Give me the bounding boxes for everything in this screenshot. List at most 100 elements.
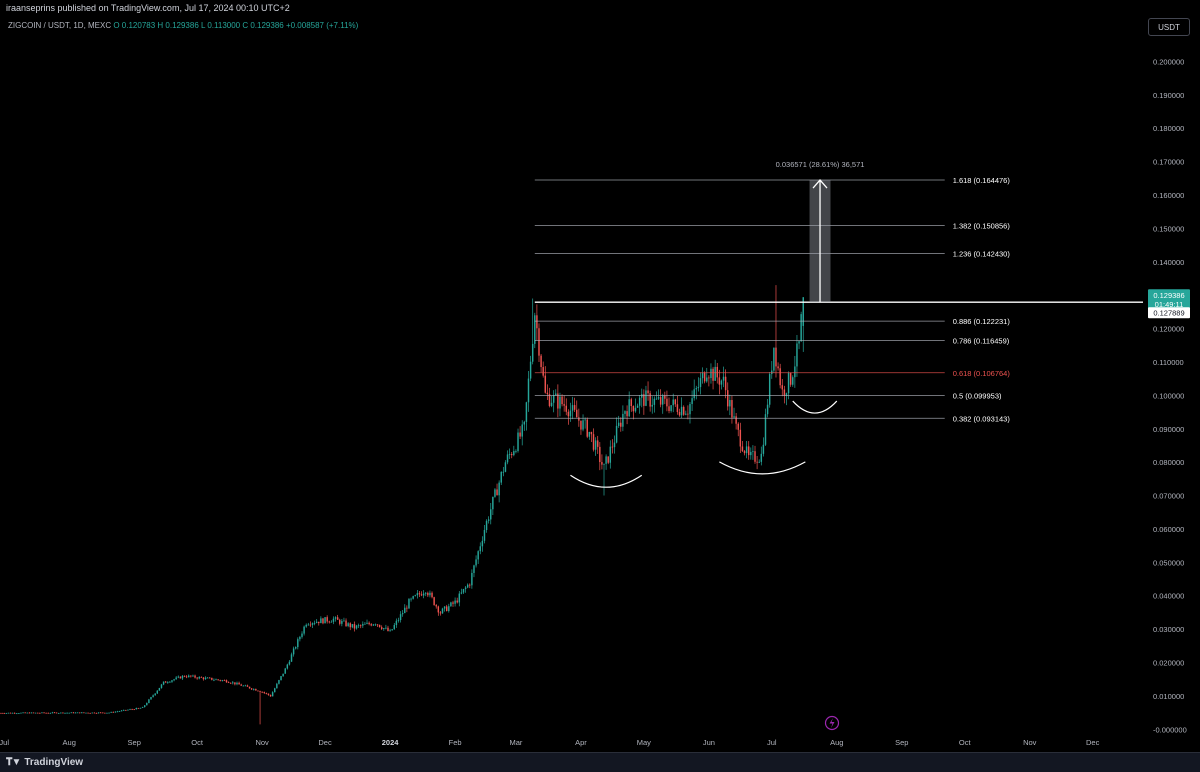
candle <box>13 712 16 714</box>
candle-body <box>573 405 576 410</box>
candle-body <box>416 593 419 596</box>
candle-body <box>506 454 509 463</box>
candle <box>378 624 381 628</box>
candle-body <box>16 713 18 715</box>
candle <box>286 663 289 670</box>
candle-body <box>408 599 410 609</box>
candle <box>712 366 714 390</box>
candle-body <box>603 463 605 465</box>
candle <box>798 340 800 350</box>
candle-body <box>229 682 232 684</box>
candle <box>624 410 626 418</box>
candle-body <box>244 685 247 687</box>
candle <box>49 712 52 714</box>
tradingview-logo[interactable]: 𝐓▼ TradingView <box>6 757 83 768</box>
candle-body <box>760 453 763 462</box>
candle <box>359 624 362 629</box>
candle-body <box>123 709 125 711</box>
x-tick-label: Jul <box>767 738 777 747</box>
candle <box>521 420 523 446</box>
candle <box>353 621 356 632</box>
candle-body <box>534 315 536 344</box>
candle-body <box>708 377 710 379</box>
candle <box>510 451 513 459</box>
candle-body <box>477 551 479 560</box>
candle <box>278 679 280 685</box>
y-tick-label: 0.160000 <box>1153 191 1184 200</box>
candle <box>389 628 391 632</box>
y-tick-label: 0.090000 <box>1153 425 1184 434</box>
candle <box>802 297 804 352</box>
fib-label: 0.618 (0.106764) <box>953 369 1011 378</box>
candle-body <box>127 709 129 711</box>
currency-button[interactable]: USDT <box>1148 18 1190 36</box>
y-tick-label: 0.070000 <box>1153 492 1184 501</box>
candle <box>242 685 245 687</box>
candle <box>710 363 712 384</box>
candle-body <box>242 685 245 687</box>
candle-body <box>169 681 171 683</box>
candle <box>431 591 433 599</box>
candle <box>492 496 494 515</box>
candle <box>773 347 775 373</box>
candle <box>139 707 142 709</box>
candle <box>716 362 718 384</box>
candle <box>284 667 286 674</box>
candle <box>213 678 215 682</box>
candle-body <box>141 707 144 708</box>
candle-body <box>393 625 396 630</box>
candle-body <box>219 680 221 681</box>
cup-arc <box>719 461 806 475</box>
candle <box>752 445 754 460</box>
candle <box>173 678 175 682</box>
candle-body <box>557 393 559 409</box>
candle-body <box>95 713 98 714</box>
candle-body <box>171 680 173 682</box>
candle-body <box>544 375 547 393</box>
candle-body <box>735 416 737 424</box>
candle-body <box>536 315 538 329</box>
candle-body <box>274 688 276 693</box>
y-tick-label: 0.110000 <box>1153 358 1184 367</box>
candle <box>435 604 437 609</box>
symbol-legend: ZIGCOIN / USDT, 1D, MEXC O 0.120783 H 0.… <box>8 21 358 30</box>
candle <box>498 480 500 503</box>
candle <box>427 591 429 598</box>
candle <box>55 712 58 714</box>
candle <box>670 405 672 413</box>
candle-body <box>462 589 465 593</box>
candle <box>605 454 607 470</box>
candle-body <box>561 396 563 405</box>
candle <box>584 417 586 429</box>
candle <box>192 674 194 677</box>
candle-body <box>580 420 582 430</box>
level-price-badge <box>1148 307 1190 319</box>
candle-body <box>383 628 385 630</box>
candle-body <box>345 620 347 627</box>
candle-body <box>137 708 140 709</box>
x-tick-label: Nov <box>1023 738 1037 747</box>
candle <box>219 679 221 682</box>
candle-body <box>552 395 555 403</box>
candle-body <box>594 440 597 450</box>
candle <box>529 355 532 382</box>
candle <box>380 625 383 631</box>
candle <box>693 379 695 401</box>
candle-body <box>441 608 444 614</box>
candle <box>603 463 605 496</box>
candle <box>745 441 748 459</box>
candle-body <box>517 432 519 452</box>
candle <box>156 690 159 695</box>
candle <box>83 712 85 714</box>
candle-body <box>339 619 341 624</box>
candle-body <box>578 417 580 421</box>
candle-body <box>223 680 226 682</box>
current-price-label: 0.129386 <box>1153 291 1184 300</box>
candle <box>599 442 601 471</box>
candle-body <box>324 617 326 624</box>
candle-body <box>320 618 322 624</box>
candle-body <box>479 546 482 552</box>
candle-body <box>125 709 127 711</box>
candle-body <box>743 451 746 454</box>
